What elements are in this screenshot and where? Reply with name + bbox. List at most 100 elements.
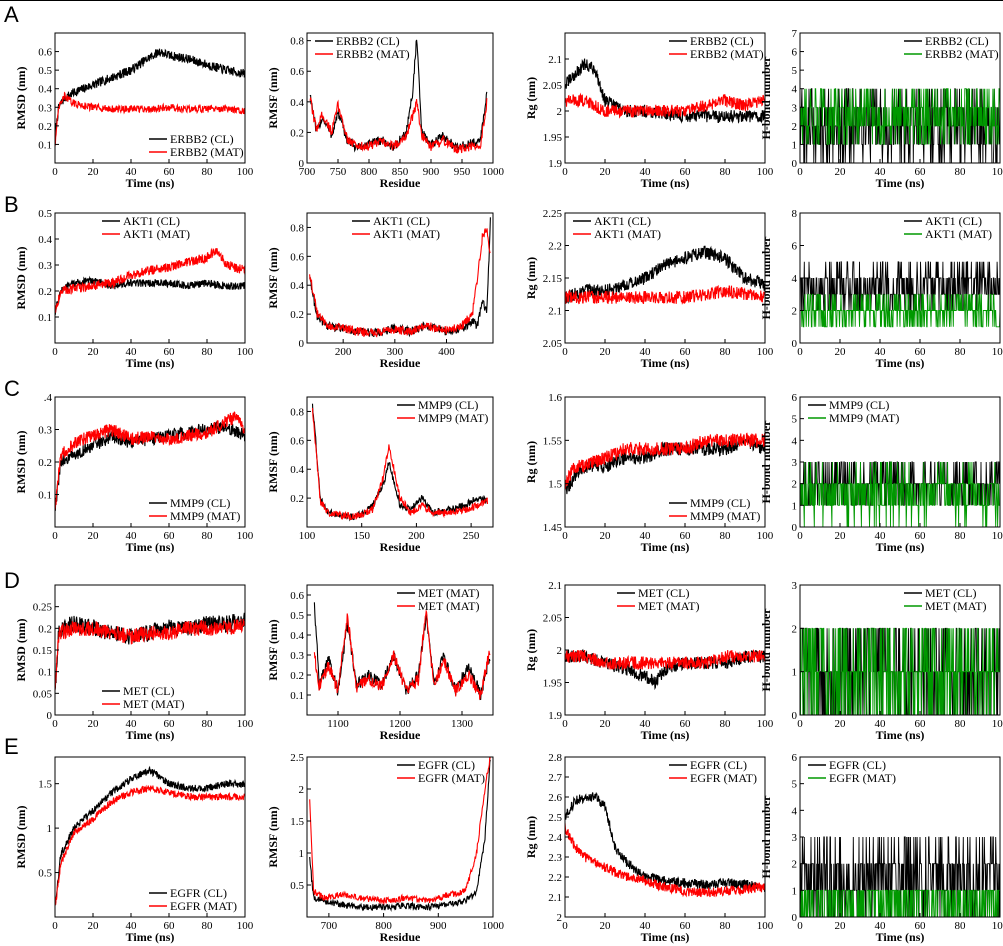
- x-tick-label: 1200: [389, 718, 412, 730]
- y-tick-label: 1: [299, 848, 305, 860]
- y-tick-label: 0.3: [38, 425, 52, 437]
- series-line-B-rmsf-1: [309, 228, 491, 338]
- series-line-C-rmsd-1: [55, 411, 245, 511]
- y-axis-label: RMSF (nm): [266, 431, 280, 492]
- y-tick-label: 2.25: [543, 208, 563, 220]
- x-tick-label: 80: [720, 718, 732, 730]
- plot-frame: [799, 32, 1001, 164]
- series-line-D-rg-1: [565, 649, 765, 671]
- y-axis-label: H-bond number: [759, 56, 773, 140]
- legend-entry: AKT1 (MAT): [123, 227, 190, 241]
- x-tick-label: 20: [835, 920, 847, 932]
- plot-frame: [564, 396, 766, 528]
- chart-E-rmsf: 700 800 900 1000 0.5 1 1.5 2 2.5 Residue RMSF (nm)…: [266, 752, 505, 944]
- row-label-a: A: [4, 2, 19, 27]
- x-tick-label: 80: [202, 346, 214, 358]
- x-tick-label: 20: [88, 346, 100, 358]
- y-tick-label: 0.4: [38, 234, 52, 246]
- x-tick-label: 0: [797, 530, 803, 542]
- x-axis-label: Time (ns): [876, 728, 925, 742]
- y-tick-label: 0: [792, 338, 798, 350]
- x-axis-label: Time (ns): [641, 176, 690, 190]
- x-tick-label: 150: [353, 530, 370, 542]
- y-tick-label: 0.5: [38, 208, 52, 220]
- y-tick-label: 0: [792, 710, 798, 722]
- y-tick-label: 2: [792, 306, 798, 318]
- y-axis-label: H-bond number: [759, 236, 773, 320]
- y-axis-label: RMSD (nm): [14, 619, 28, 682]
- y-tick-label: 2.7: [548, 772, 562, 784]
- x-tick-label: 20: [835, 718, 847, 730]
- x-tick-label: 900: [430, 920, 447, 932]
- y-axis-label: Rg (nm): [524, 257, 538, 299]
- x-tick-label: 900: [423, 166, 440, 178]
- x-axis-label: Time (ns): [876, 356, 925, 370]
- y-tick-label: .4: [44, 392, 53, 404]
- x-tick-label: 0: [562, 530, 568, 542]
- x-tick-label: 60: [680, 530, 692, 542]
- y-tick-label: 3: [792, 580, 798, 592]
- x-tick-label: 20: [88, 718, 100, 730]
- legend-entry: MET (CL): [925, 586, 976, 600]
- legend-entry: MMP9 (CL): [170, 496, 230, 510]
- series-line-D-rmsd-1: [55, 618, 245, 691]
- x-axis-label: Residue: [380, 728, 421, 742]
- x-tick-label: 40: [126, 718, 138, 730]
- legend-entry: MMP9 (MAT): [690, 509, 760, 523]
- y-axis-label: RMSD (nm): [14, 67, 28, 130]
- y-tick-label: 2: [792, 859, 798, 871]
- x-tick-label: 0: [797, 920, 803, 932]
- y-tick-label: 0.2: [38, 121, 52, 133]
- y-tick-label: 2.1: [548, 306, 562, 318]
- legend-entry: AKT1 (MAT): [594, 227, 661, 241]
- x-tick-label: 20: [600, 718, 612, 730]
- x-axis-label: Time (ns): [126, 930, 175, 944]
- x-tick-label: 200: [335, 346, 352, 358]
- y-tick-label: 0: [792, 522, 798, 534]
- y-axis-label: RMSD (nm): [14, 431, 28, 494]
- x-tick-label: 60: [164, 920, 176, 932]
- x-axis-label: Residue: [380, 930, 421, 944]
- x-tick-label: 1000: [482, 166, 505, 178]
- series-line-C-rg-1: [565, 432, 765, 489]
- y-tick-label: 2.1: [548, 892, 562, 904]
- x-tick-label: 100: [757, 718, 774, 730]
- y-tick-label: 0.1: [38, 139, 52, 151]
- y-tick-label: 0.8: [290, 36, 304, 48]
- legend-entry: ERBB2 (CL): [690, 34, 754, 48]
- y-tick-label: 5: [792, 65, 798, 77]
- legend-entry: MET (MAT): [925, 599, 986, 613]
- x-tick-label: 40: [875, 920, 887, 932]
- chart-E-hb: 0 20 40 60 80 100 0 1 2 3 4 5 6 Time (ns) H-bond numbe…: [759, 752, 1003, 944]
- x-tick-label: 100: [757, 346, 774, 358]
- y-tick-label: 0.2: [290, 670, 304, 682]
- x-axis-label: Time (ns): [126, 176, 175, 190]
- y-tick-label: 2.05: [543, 80, 563, 92]
- row-label-c: C: [4, 376, 20, 401]
- x-tick-label: 20: [600, 166, 612, 178]
- x-tick-label: 60: [680, 920, 692, 932]
- x-tick-label: 40: [875, 166, 887, 178]
- x-axis-label: Time (ns): [126, 356, 175, 370]
- y-tick-label: 0.5: [38, 868, 52, 880]
- x-tick-label: 100: [992, 166, 1003, 178]
- y-axis-label: H-bond number: [759, 420, 773, 504]
- legend-entry: MMP9 (MAT): [170, 509, 240, 523]
- y-axis-label: Rg (nm): [524, 77, 538, 119]
- y-tick-label: 2.1: [548, 54, 562, 66]
- chart-E-rmsd: 0 20 40 60 80 100 0.5 1 1.5 Time (ns) RMSD (nm) EGF…: [14, 756, 254, 944]
- legend-entry: MMP9 (CL): [690, 496, 750, 510]
- x-axis-label: Time (ns): [641, 930, 690, 944]
- y-tick-label: 0: [792, 912, 798, 924]
- legend-entry: EGFR (MAT): [170, 899, 237, 913]
- chart-A-rmsf: 700 750 800 850 900 950 1000 0 0.2 0.4 0.6 0.8 Resid…: [266, 32, 505, 190]
- y-tick-label: 3: [792, 832, 798, 844]
- y-tick-label: 7: [792, 28, 798, 40]
- chart-E-rg: 0 20 40 60 80 100 2 2.1 2.2 2.3 2.4 2.5 2.6 2.7 2.8 Tim…: [524, 752, 774, 944]
- y-tick-label: 0: [47, 710, 53, 722]
- x-tick-label: 80: [202, 920, 214, 932]
- chart-B-rmsf: 200 300 400 0 0.2 0.4 0.6 0.8 Residue RMSF (nm) AK…: [266, 212, 494, 370]
- y-tick-label: 1.9: [548, 158, 562, 170]
- y-tick-label: 2.1: [548, 580, 562, 592]
